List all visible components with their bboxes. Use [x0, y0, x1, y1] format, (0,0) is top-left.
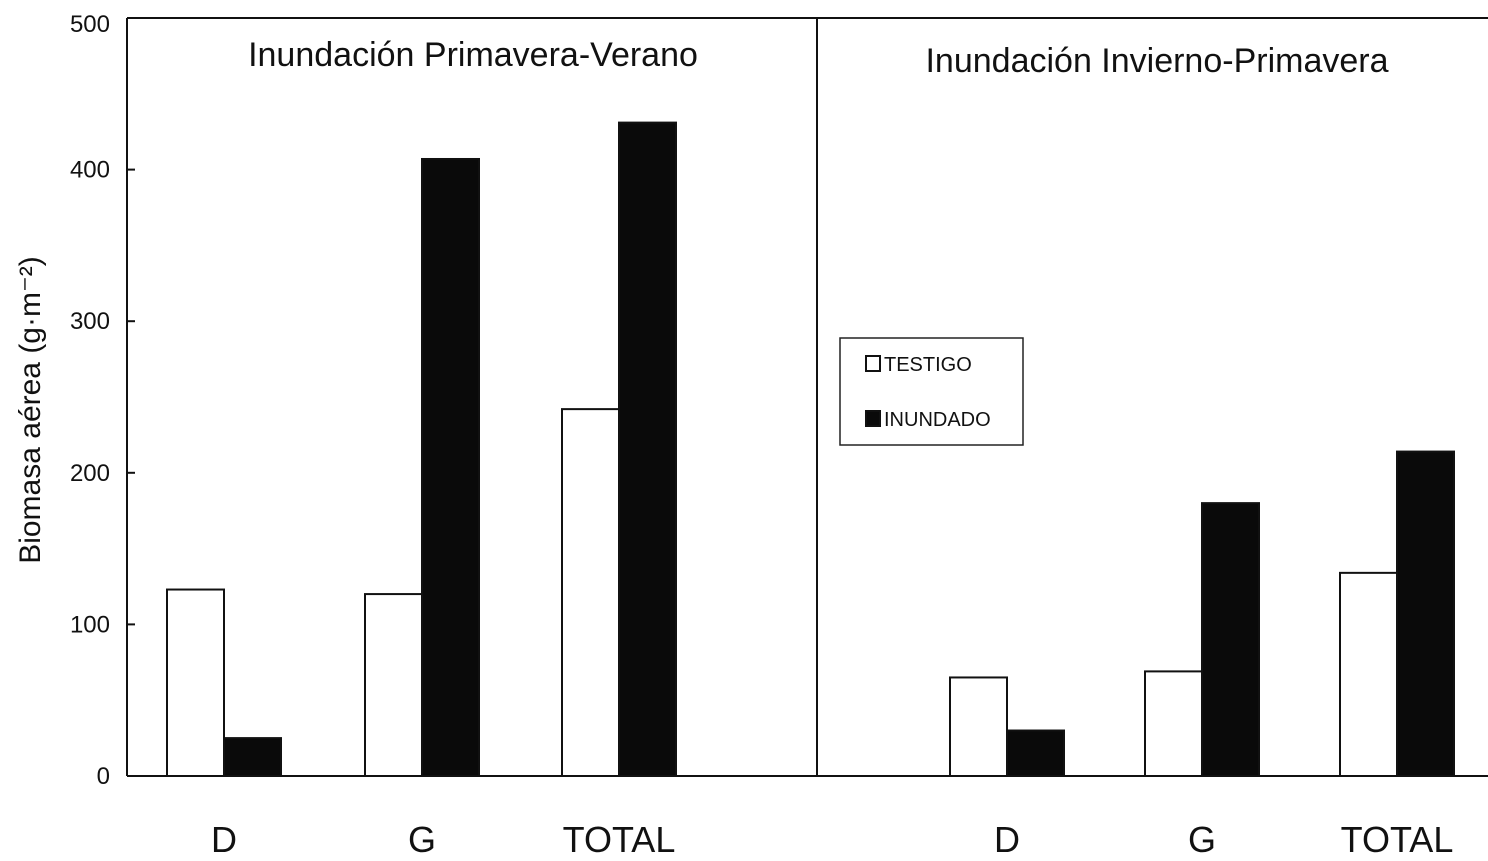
bar-inundado-d: [1006, 729, 1065, 778]
y-tick-label: 500: [70, 11, 110, 38]
y-tick-label: 0: [97, 763, 110, 790]
legend-label-testigo: TESTIGO: [884, 354, 972, 376]
legend-swatch-testigo: [865, 355, 881, 372]
panel-title-right: Inundación Invierno-Primavera: [925, 42, 1388, 80]
legend: TESTIGO INUNDADO: [839, 337, 1024, 446]
y-tick-label: 200: [70, 460, 110, 487]
bar-inundado-g: [421, 157, 480, 778]
category-label: TOTAL: [1341, 819, 1454, 860]
bar-inundado-g: [1201, 502, 1260, 777]
bar-inundado-total: [1396, 450, 1455, 777]
bar-testigo-total: [561, 408, 620, 777]
bar-testigo-d: [949, 676, 1008, 778]
y-tick-label: 400: [70, 157, 110, 184]
category-label: G: [1188, 819, 1216, 860]
y-axis-label: Biomasa aérea (g·m⁻²): [14, 256, 47, 564]
bar-testigo-d: [166, 588, 225, 777]
category-label: TOTAL: [563, 819, 676, 860]
bar-inundado-d: [223, 737, 282, 777]
bars: [166, 121, 1455, 778]
category-labels: D G TOTAL D G TOTAL: [211, 819, 1453, 860]
bar-testigo-g: [364, 593, 423, 778]
y-tick-label: 300: [70, 308, 110, 335]
bar-inundado-total: [618, 121, 677, 777]
bar-testigo-total: [1339, 571, 1398, 778]
y-axis-ticks: 0 100 200 300 400 500: [70, 11, 135, 790]
y-tick-label: 100: [70, 611, 110, 638]
legend-label-inundado: INUNDADO: [884, 409, 991, 431]
category-label: D: [211, 819, 237, 860]
legend-swatch-inundado: [865, 410, 881, 427]
category-label: G: [408, 819, 436, 860]
bar-testigo-g: [1144, 670, 1203, 777]
category-label: D: [994, 819, 1020, 860]
panel-title-left: Inundación Primavera-Verano: [248, 36, 698, 74]
